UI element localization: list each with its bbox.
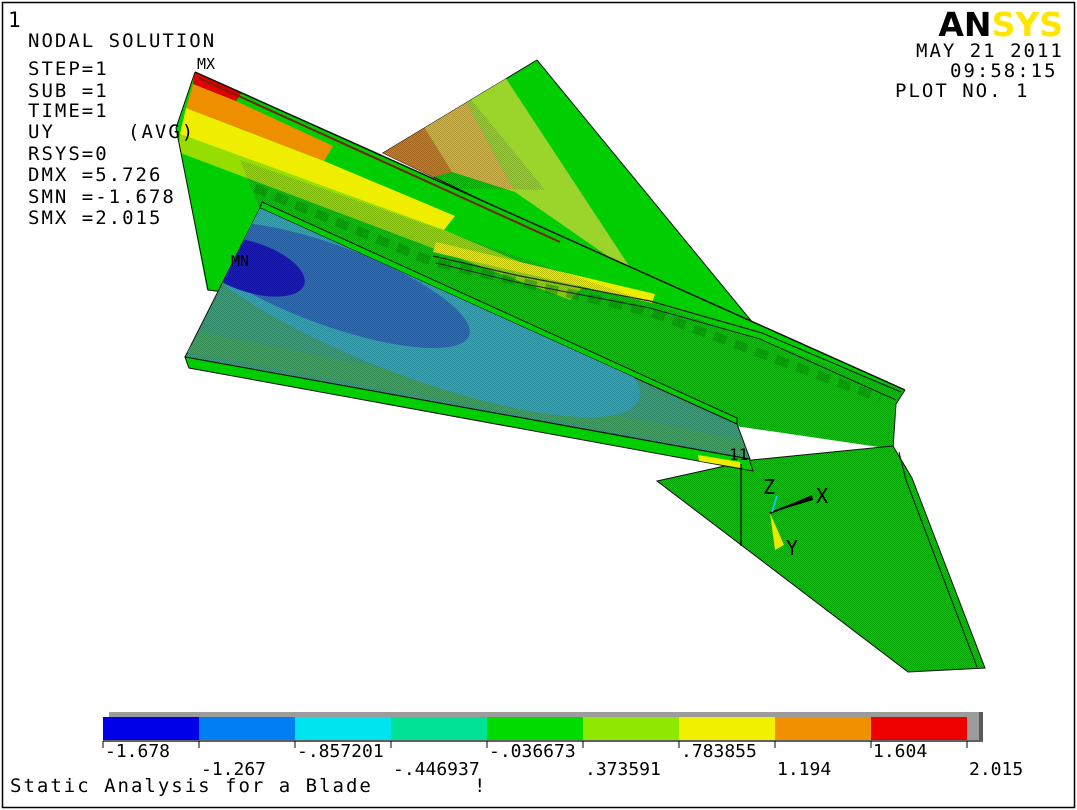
contour-legend: -1.678 -1.267 -.857201 -.446937 -.036673… xyxy=(102,712,1023,780)
solution-step: STEP=1 xyxy=(28,58,109,80)
legend-seg-3 xyxy=(295,717,391,740)
leading-edge-line xyxy=(194,71,906,391)
strip-contour-orange xyxy=(186,84,333,161)
legend-plinth-cap xyxy=(979,712,983,740)
legend-tick-1: -1.267 xyxy=(201,759,266,780)
legend-tick-marks xyxy=(102,741,968,748)
strip-bottom-line-inner xyxy=(435,262,897,401)
trailing-edge-line xyxy=(175,71,225,293)
x-axis-label: X xyxy=(816,484,828,508)
y-axis-wedge xyxy=(770,513,784,550)
platform-shading xyxy=(240,160,903,449)
plot-caption: Static Analysis for a Blade xyxy=(10,775,373,797)
solution-time: TIME=1 xyxy=(28,100,109,122)
solution-title: NODAL SOLUTION xyxy=(28,30,216,52)
solution-component: UY xyxy=(28,121,55,143)
ansys-logo: ANSYS xyxy=(938,5,1063,44)
legend-seg-6 xyxy=(583,717,679,740)
plot-time: 09:58:15 xyxy=(950,60,1058,82)
viewport-id: 1 xyxy=(8,8,21,32)
plot-date: MAY 21 2011 xyxy=(916,40,1064,62)
legend-seg-7 xyxy=(679,717,775,740)
solution-annotation: NODAL SOLUTION STEP=1 SUB =1 TIME=1 UY (… xyxy=(28,30,216,229)
legend-seg-2 xyxy=(199,717,295,740)
shank-shading xyxy=(657,446,985,672)
edge-yellow-sliver xyxy=(698,455,741,468)
front-plate-thickness-edge xyxy=(184,356,754,472)
rear-shading xyxy=(383,98,545,190)
ansys-logo-an: AN xyxy=(938,5,991,44)
legend-seg-8 xyxy=(775,717,871,740)
legend-seg-5 xyxy=(487,717,583,740)
legend-seg-1 xyxy=(103,717,199,740)
rear-contour-chartreuse xyxy=(466,77,635,275)
shank-right-inner-edge xyxy=(898,451,978,668)
plate-shading xyxy=(185,208,750,459)
legend-tick-3: -.446937 xyxy=(393,759,480,780)
solution-dmx: DMX =5.726 xyxy=(28,164,162,186)
legend-seg-9 xyxy=(871,717,967,740)
y-axis-label: Y xyxy=(786,536,798,560)
element-edge-dashes xyxy=(253,183,882,403)
legend-tick-6: .783855 xyxy=(681,741,757,762)
solution-smn: SMN =-1.678 xyxy=(28,186,176,208)
legend-tick-5: .373591 xyxy=(585,759,661,780)
legend-tick-2: -.857201 xyxy=(297,741,384,762)
legend-tick-7: 1.194 xyxy=(777,759,831,780)
blade-shank xyxy=(655,445,986,673)
min-marker-label: MN xyxy=(231,252,249,270)
blade-front-plate xyxy=(184,201,754,546)
entity-number-label: 11 xyxy=(729,445,748,464)
plot-number: PLOT NO. 1 xyxy=(895,80,1029,102)
leading-edge-dark-red-line xyxy=(198,77,561,243)
ansys-logo-sys: SYS xyxy=(992,5,1063,44)
solution-smx: SMX =2.015 xyxy=(28,207,162,229)
blade-leading-assembly xyxy=(175,71,906,450)
triad: X Y Z xyxy=(763,475,828,560)
solution-avg: (AVG) xyxy=(128,121,195,143)
legend-tick-0: -1.678 xyxy=(105,741,170,762)
z-axis-line xyxy=(771,495,778,513)
legend-tick-8: 1.604 xyxy=(873,741,927,762)
strip-right-end-edge xyxy=(892,389,906,450)
x-axis-arrow xyxy=(770,495,813,513)
legend-seg-4 xyxy=(391,717,487,740)
strip-bottom-line-outer xyxy=(432,255,902,393)
max-marker-label: MX xyxy=(197,55,215,73)
legend-tick-4: -.036673 xyxy=(489,741,576,762)
z-axis-label: Z xyxy=(763,475,775,499)
legend-tick-9: 2.015 xyxy=(969,759,1023,780)
strip-contour-yellow xyxy=(180,108,455,230)
caption-marker: ! xyxy=(474,775,487,797)
solution-rsys: RSYS=0 xyxy=(28,143,109,165)
solution-sub: SUB =1 xyxy=(28,80,109,102)
